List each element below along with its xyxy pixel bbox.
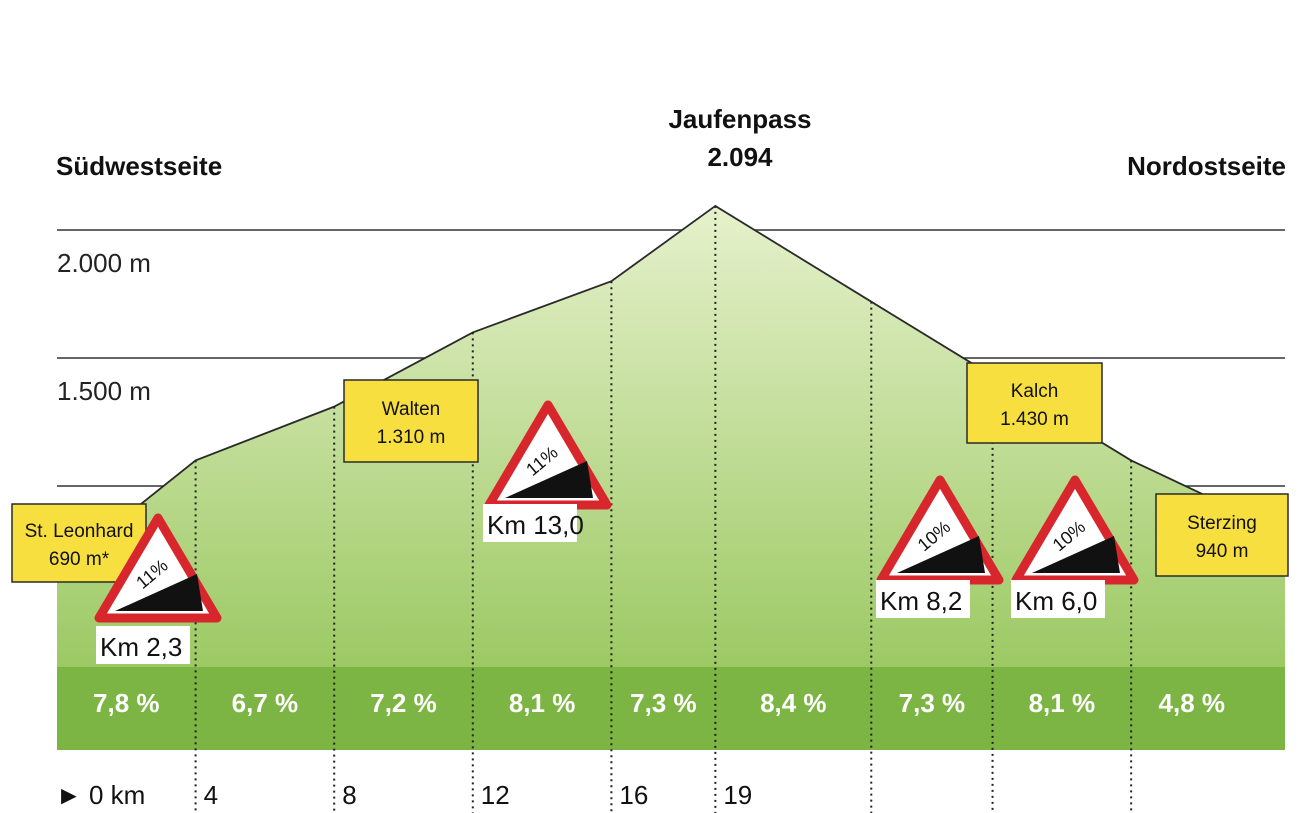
sign-km-bg (1011, 580, 1105, 618)
segment-grade: 7,3 % (630, 688, 697, 718)
segment-grade: 6,7 % (232, 688, 299, 718)
gradient-sign: 11%Km 13,0 (483, 400, 612, 542)
sign-km-label: Km 13,0 (487, 510, 584, 540)
sign-km-label: Km 6,0 (1015, 586, 1097, 616)
sign-km-bg (96, 626, 190, 664)
sign-km-label: Km 2,3 (100, 632, 182, 662)
chart-title: Jaufenpass (668, 104, 811, 134)
slope-icon (505, 461, 593, 498)
place-labels: St. Leonhard 690 m* Walten 1.310 m Kalch 1.43… (11, 362, 1289, 583)
sign-km-bg (483, 504, 577, 542)
segment-grade: 7,3 % (899, 688, 966, 718)
place-label-kalch: Kalch 1.430 m (966, 362, 1103, 444)
summit-elevation: 2.094 (707, 142, 773, 172)
y-gridline-label: 2.000 m (57, 248, 151, 278)
slope-icon (1032, 536, 1120, 573)
place-name: St. Leonhard (25, 521, 134, 542)
gradient-signs: 11%Km 2,3 11%Km 13,0 10%Km 8,210%Km 6,0 (94, 400, 1139, 664)
x-axis-ticks: ► 0 km 4 8 12 16 19 (56, 780, 752, 810)
gradient-sign: 10%Km 8,2 (876, 475, 1004, 618)
gradient-sign: 10%Km 6,0 (1011, 475, 1139, 618)
place-box (1155, 493, 1289, 577)
profile-fill (57, 205, 1285, 750)
right-side-label: Nordostseite (1127, 151, 1286, 181)
place-name: Sterzing (1187, 513, 1257, 534)
place-box (343, 379, 479, 463)
gradient-sign: 11%Km 2,3 (94, 513, 222, 664)
segment-grade: 7,2 % (370, 688, 437, 718)
place-name: Walten (382, 399, 440, 420)
segment-grade: 4,8 % (1159, 688, 1226, 718)
slope-icon (115, 574, 203, 611)
place-name: Kalch (1011, 381, 1059, 402)
x-tick-label: 16 (619, 780, 648, 810)
sign-km-label: Km 8,2 (880, 586, 962, 616)
x-tick-label: ► 0 km (56, 780, 145, 810)
place-label-st-leonhard: St. Leonhard 690 m* (11, 503, 147, 583)
segment-grade: 8,4 % (760, 688, 827, 718)
grade-band: 7,8 % 6,7 % 7,2 % 8,1 % 7,3 % 8,4 % 7,3 % 8,1 %… (57, 667, 1285, 750)
segment-dividers (194, 205, 1133, 813)
x-tick-label: 4 (204, 780, 218, 810)
place-elevation: 1.430 m (1000, 409, 1069, 430)
x-tick-label: 19 (723, 780, 752, 810)
place-elevation: 940 m (1196, 541, 1249, 562)
slope-icon (897, 536, 985, 573)
left-side-label: Südwestseite (56, 151, 222, 181)
grade-band-bg (57, 667, 1285, 750)
place-elevation: 690 m* (49, 549, 110, 570)
segment-grade: 7,8 % (93, 688, 160, 718)
segment-grade: 8,1 % (509, 688, 576, 718)
place-box (966, 362, 1103, 444)
place-label-walten: Walten 1.310 m (343, 379, 479, 463)
place-elevation: 1.310 m (377, 427, 446, 448)
place-label-sterzing: Sterzing 940 m (1155, 493, 1289, 577)
x-tick-label: 8 (342, 780, 356, 810)
sign-km-bg (876, 580, 970, 618)
y-gridline-label: 1.500 m (57, 376, 151, 406)
segment-grade: 8,1 % (1029, 688, 1096, 718)
x-tick-label: 12 (481, 780, 510, 810)
